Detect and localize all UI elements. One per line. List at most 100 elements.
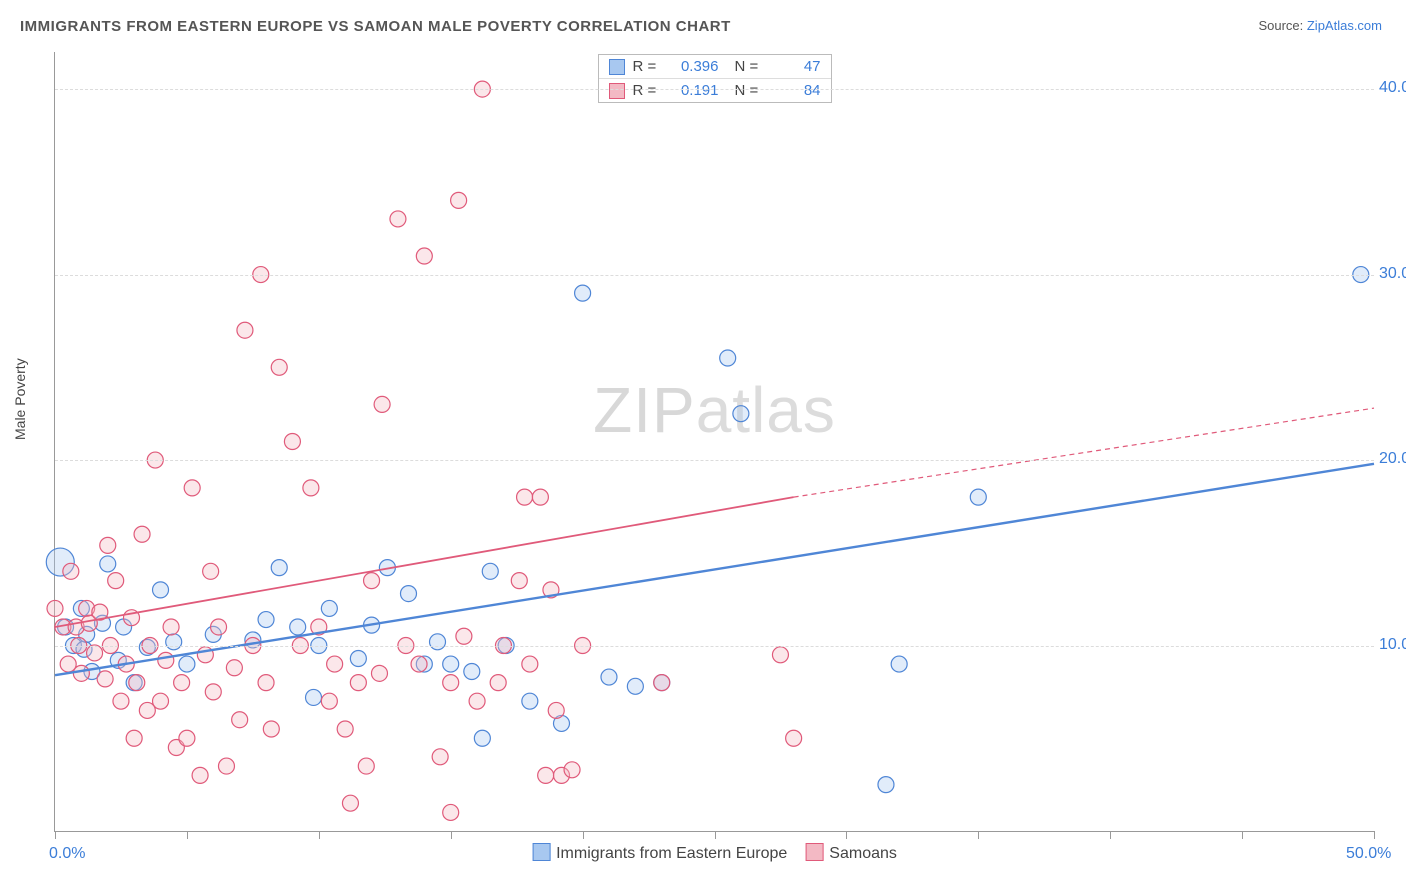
data-point [878,777,894,793]
legend-series: Immigrants from Eastern Europe Samoans [532,843,897,863]
data-point [205,684,221,700]
data-point [522,656,538,672]
data-point [258,675,274,691]
trend-line [794,408,1374,497]
gridline [55,275,1374,276]
x-tick [319,831,320,839]
data-point [374,396,390,412]
data-point [179,656,195,672]
gridline [55,460,1374,461]
data-point [271,560,287,576]
y-tick-label: 40.0% [1379,79,1406,97]
data-point [211,619,227,635]
data-point [290,619,306,635]
legend-label: Samoans [829,845,897,862]
data-point [237,322,253,338]
legend-swatch [532,843,550,861]
data-point [430,634,446,650]
source-prefix: Source: [1258,18,1306,33]
data-point [575,285,591,301]
scatter-svg [55,52,1374,831]
data-point [490,675,506,691]
data-point [601,669,617,685]
data-point [271,359,287,375]
data-point [517,489,533,505]
data-point [87,645,103,661]
data-point [321,600,337,616]
data-point [627,678,643,694]
legend-swatch [805,843,823,861]
data-point [100,537,116,553]
data-point [158,652,174,668]
y-tick-label: 30.0% [1379,265,1406,283]
data-point [126,730,142,746]
plot-area: ZIPatlas R = 0.396 N = 47 R = 0.191 N = … [54,52,1374,832]
data-point [108,573,124,589]
data-point [469,693,485,709]
data-point [258,612,274,628]
data-point [786,730,802,746]
x-tick [1110,831,1111,839]
x-tick [846,831,847,839]
data-point [179,730,195,746]
data-point [327,656,343,672]
data-point [47,600,63,616]
data-point [153,582,169,598]
data-point [153,693,169,709]
x-tick-label: 0.0% [49,845,85,863]
data-point [134,526,150,542]
x-tick [715,831,716,839]
data-point [129,675,145,691]
data-point [474,730,490,746]
data-point [263,721,279,737]
data-point [364,573,380,589]
source-label: Source: ZipAtlas.com [1258,18,1382,33]
x-tick [1242,831,1243,839]
data-point [532,489,548,505]
data-point [443,656,459,672]
data-point [166,634,182,650]
data-point [303,480,319,496]
x-tick [583,831,584,839]
data-point [97,671,113,687]
data-point [522,693,538,709]
data-point [73,665,89,681]
data-point [218,758,234,774]
data-point [358,758,374,774]
trend-line [55,497,794,627]
data-point [342,795,358,811]
data-point [564,762,580,778]
data-point [232,712,248,728]
data-point [451,192,467,208]
data-point [891,656,907,672]
legend-item: Samoans [805,843,897,863]
source-link[interactable]: ZipAtlas.com [1307,18,1382,33]
data-point [654,675,670,691]
trend-line [55,464,1374,675]
data-point [456,628,472,644]
x-tick-label: 50.0% [1346,845,1391,863]
data-point [390,211,406,227]
data-point [226,660,242,676]
data-point [400,586,416,602]
data-point [464,663,480,679]
x-tick [978,831,979,839]
x-tick [451,831,452,839]
data-point [371,665,387,681]
data-point [184,480,200,496]
data-point [511,573,527,589]
data-point [548,702,564,718]
data-point [720,350,736,366]
x-tick [187,831,188,839]
data-point [772,647,788,663]
data-point [416,248,432,264]
legend-item: Immigrants from Eastern Europe [532,843,787,863]
data-point [970,489,986,505]
data-point [443,804,459,820]
chart-title: IMMIGRANTS FROM EASTERN EUROPE VS SAMOAN… [20,18,731,35]
data-point [350,675,366,691]
data-point [174,675,190,691]
data-point [443,675,459,691]
data-point [100,556,116,572]
x-tick [55,831,56,839]
